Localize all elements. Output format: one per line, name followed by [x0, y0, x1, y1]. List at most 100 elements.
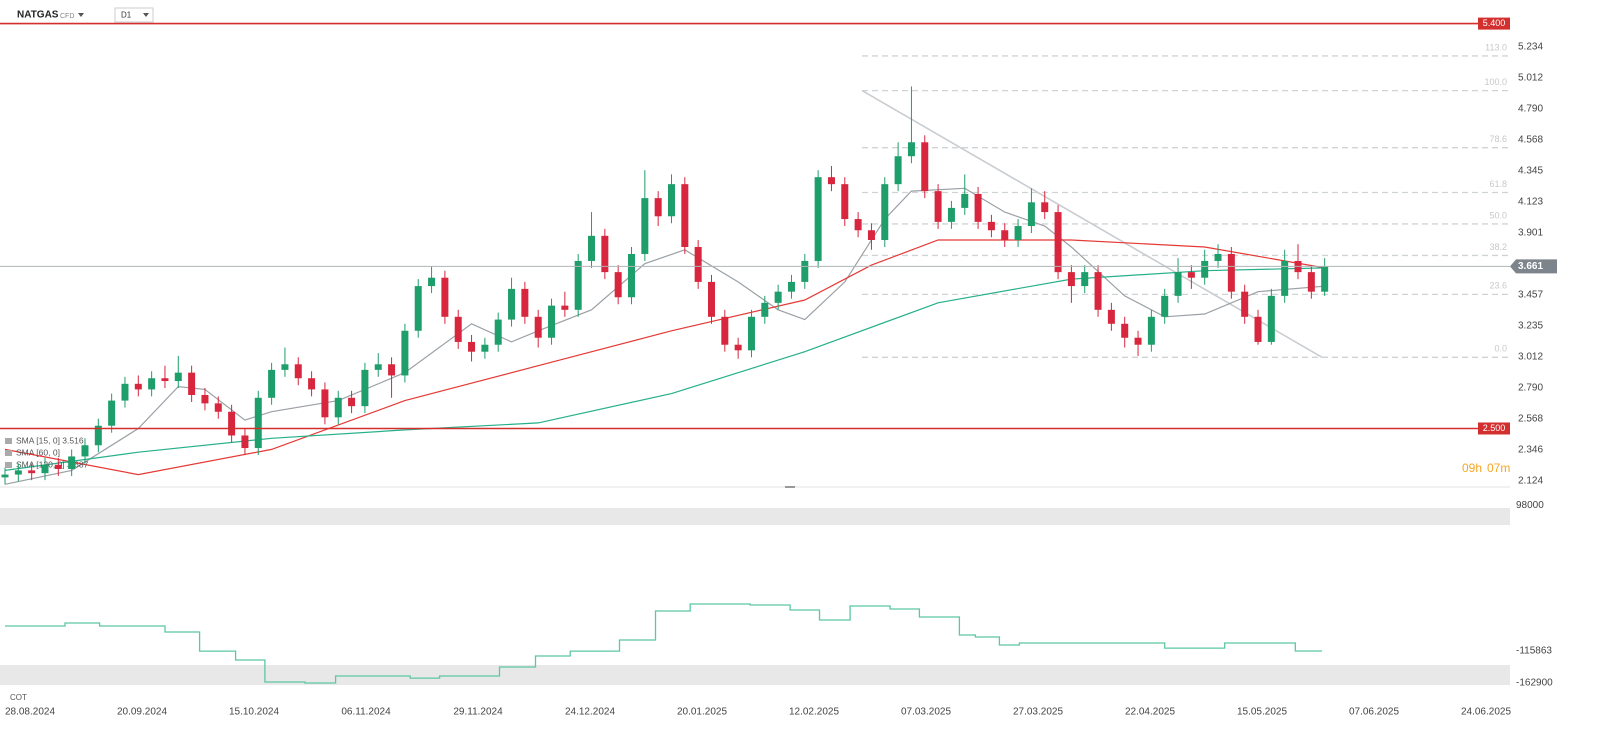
candle-body: [241, 435, 249, 449]
candle-body: [1041, 202, 1049, 213]
x-tick-label: 15.10.2024: [229, 707, 279, 718]
fib-label: 100.0: [1484, 77, 1507, 87]
candle-body: [881, 184, 889, 241]
legend-icon: [5, 462, 12, 468]
sma-line: [4, 239, 1325, 476]
candle-body: [294, 364, 302, 379]
candle-body: [907, 142, 915, 157]
timeframe[interactable]: D1: [121, 11, 132, 20]
candle-body: [1014, 226, 1022, 241]
timeframe-dropdown[interactable]: [143, 13, 149, 17]
candle-body: [348, 397, 356, 407]
x-tick-label: 24.12.2024: [565, 707, 615, 718]
candle-body: [654, 198, 662, 217]
timeframe-box[interactable]: [114, 7, 154, 23]
y-tick-label: 98000: [1516, 500, 1544, 511]
y-tick-label: 5.012: [1518, 72, 1543, 83]
y-tick-label: -115863: [1516, 646, 1552, 657]
candle-body: [454, 316, 462, 342]
x-tick-label: 28.08.2024: [5, 707, 55, 718]
y-tick-label: 4.123: [1518, 197, 1543, 208]
candle-body: [188, 372, 196, 395]
candle-body: [428, 277, 436, 287]
candle-body: [508, 288, 516, 320]
candle-body: [201, 394, 209, 404]
candle-body: [1267, 295, 1275, 342]
legend-icon: [5, 438, 12, 444]
fib-label: 23.6: [1489, 281, 1507, 291]
level-box: [1478, 17, 1510, 30]
plot: 5.234 5.012 4.790 4.568 4.345 4.123 3.901 3.457…: [0, 17, 1557, 718]
candle-body: [747, 316, 755, 351]
candle-body: [827, 177, 835, 185]
candle-body: [1254, 316, 1262, 342]
candle-body: [334, 397, 342, 418]
last-price-label: 3.661: [1518, 261, 1543, 272]
candle-body: [814, 177, 822, 261]
candle-body: [721, 316, 729, 345]
x-tick-label: 07.06.2025: [1349, 707, 1399, 718]
candle-body: [54, 464, 62, 469]
candle-body: [308, 378, 316, 390]
candle-body: [41, 464, 49, 474]
y-tick-label: 2.346: [1518, 445, 1543, 456]
candle-body: [588, 235, 596, 261]
candle-body: [668, 184, 675, 217]
x-tick-label: 15.05.2025: [1237, 707, 1287, 718]
candle-body: [481, 344, 489, 352]
candle-body: [974, 193, 982, 222]
candle-body: [707, 281, 715, 317]
candle-body: [934, 191, 942, 222]
candle-body: [628, 253, 636, 298]
symbol-type: CFD: [60, 13, 74, 20]
candle-body: [388, 364, 396, 376]
candle-body: [281, 364, 289, 370]
panel-resize-handle[interactable]: [785, 486, 795, 488]
fib-label: 50.0: [1489, 210, 1507, 220]
candle-body: [601, 235, 609, 273]
y-tick-label: 2.124: [1518, 476, 1543, 487]
candle-body: [1081, 272, 1089, 287]
y-tick-label: 3.012: [1518, 352, 1543, 363]
candle-body: [1001, 230, 1009, 241]
candle-body: [734, 344, 742, 351]
candle-body: [68, 456, 76, 469]
candle-body: [214, 403, 222, 412]
candle-body: [401, 330, 409, 376]
candle-body: [14, 470, 22, 475]
candle-body: [921, 142, 929, 192]
candle-body: [414, 286, 422, 331]
candle-body: [1281, 260, 1289, 296]
candle-body: [494, 319, 502, 345]
level-label: 2.500: [1483, 423, 1506, 433]
countdown-minutes: 07m: [1487, 461, 1510, 475]
candle-body: [1307, 272, 1315, 292]
x-tick-label: 20.01.2025: [677, 707, 727, 718]
candle-body: [1201, 260, 1209, 278]
candle-body: [1, 474, 9, 478]
candle-body: [614, 272, 622, 298]
last-price-box: [1510, 259, 1557, 274]
y-tick-label: 2.790: [1518, 383, 1543, 394]
candle-body: [1147, 316, 1155, 345]
y-tick-label: -162900: [1516, 678, 1553, 689]
symbol-dropdown[interactable]: [78, 13, 84, 17]
countdown-hours: 09h: [1462, 461, 1482, 475]
x-tick-label: 12.02.2025: [789, 707, 839, 718]
candle-body: [1134, 337, 1142, 345]
candle-body: [1227, 253, 1235, 292]
candle-body: [361, 369, 369, 407]
candle-body: [867, 230, 875, 241]
candle-body: [561, 305, 569, 310]
candle-body: [1027, 202, 1035, 227]
legend-label: SMA [15, 0] 3.516: [16, 435, 84, 445]
y-tick-label: 5.234: [1518, 41, 1543, 52]
symbol[interactable]: NATGAS: [17, 10, 59, 21]
y-tick-label: 3.457: [1518, 290, 1543, 301]
x-tick-label: 20.09.2024: [117, 707, 167, 718]
candle-body: [961, 193, 969, 208]
candle-body: [1107, 309, 1115, 324]
candle-body: [894, 156, 902, 185]
